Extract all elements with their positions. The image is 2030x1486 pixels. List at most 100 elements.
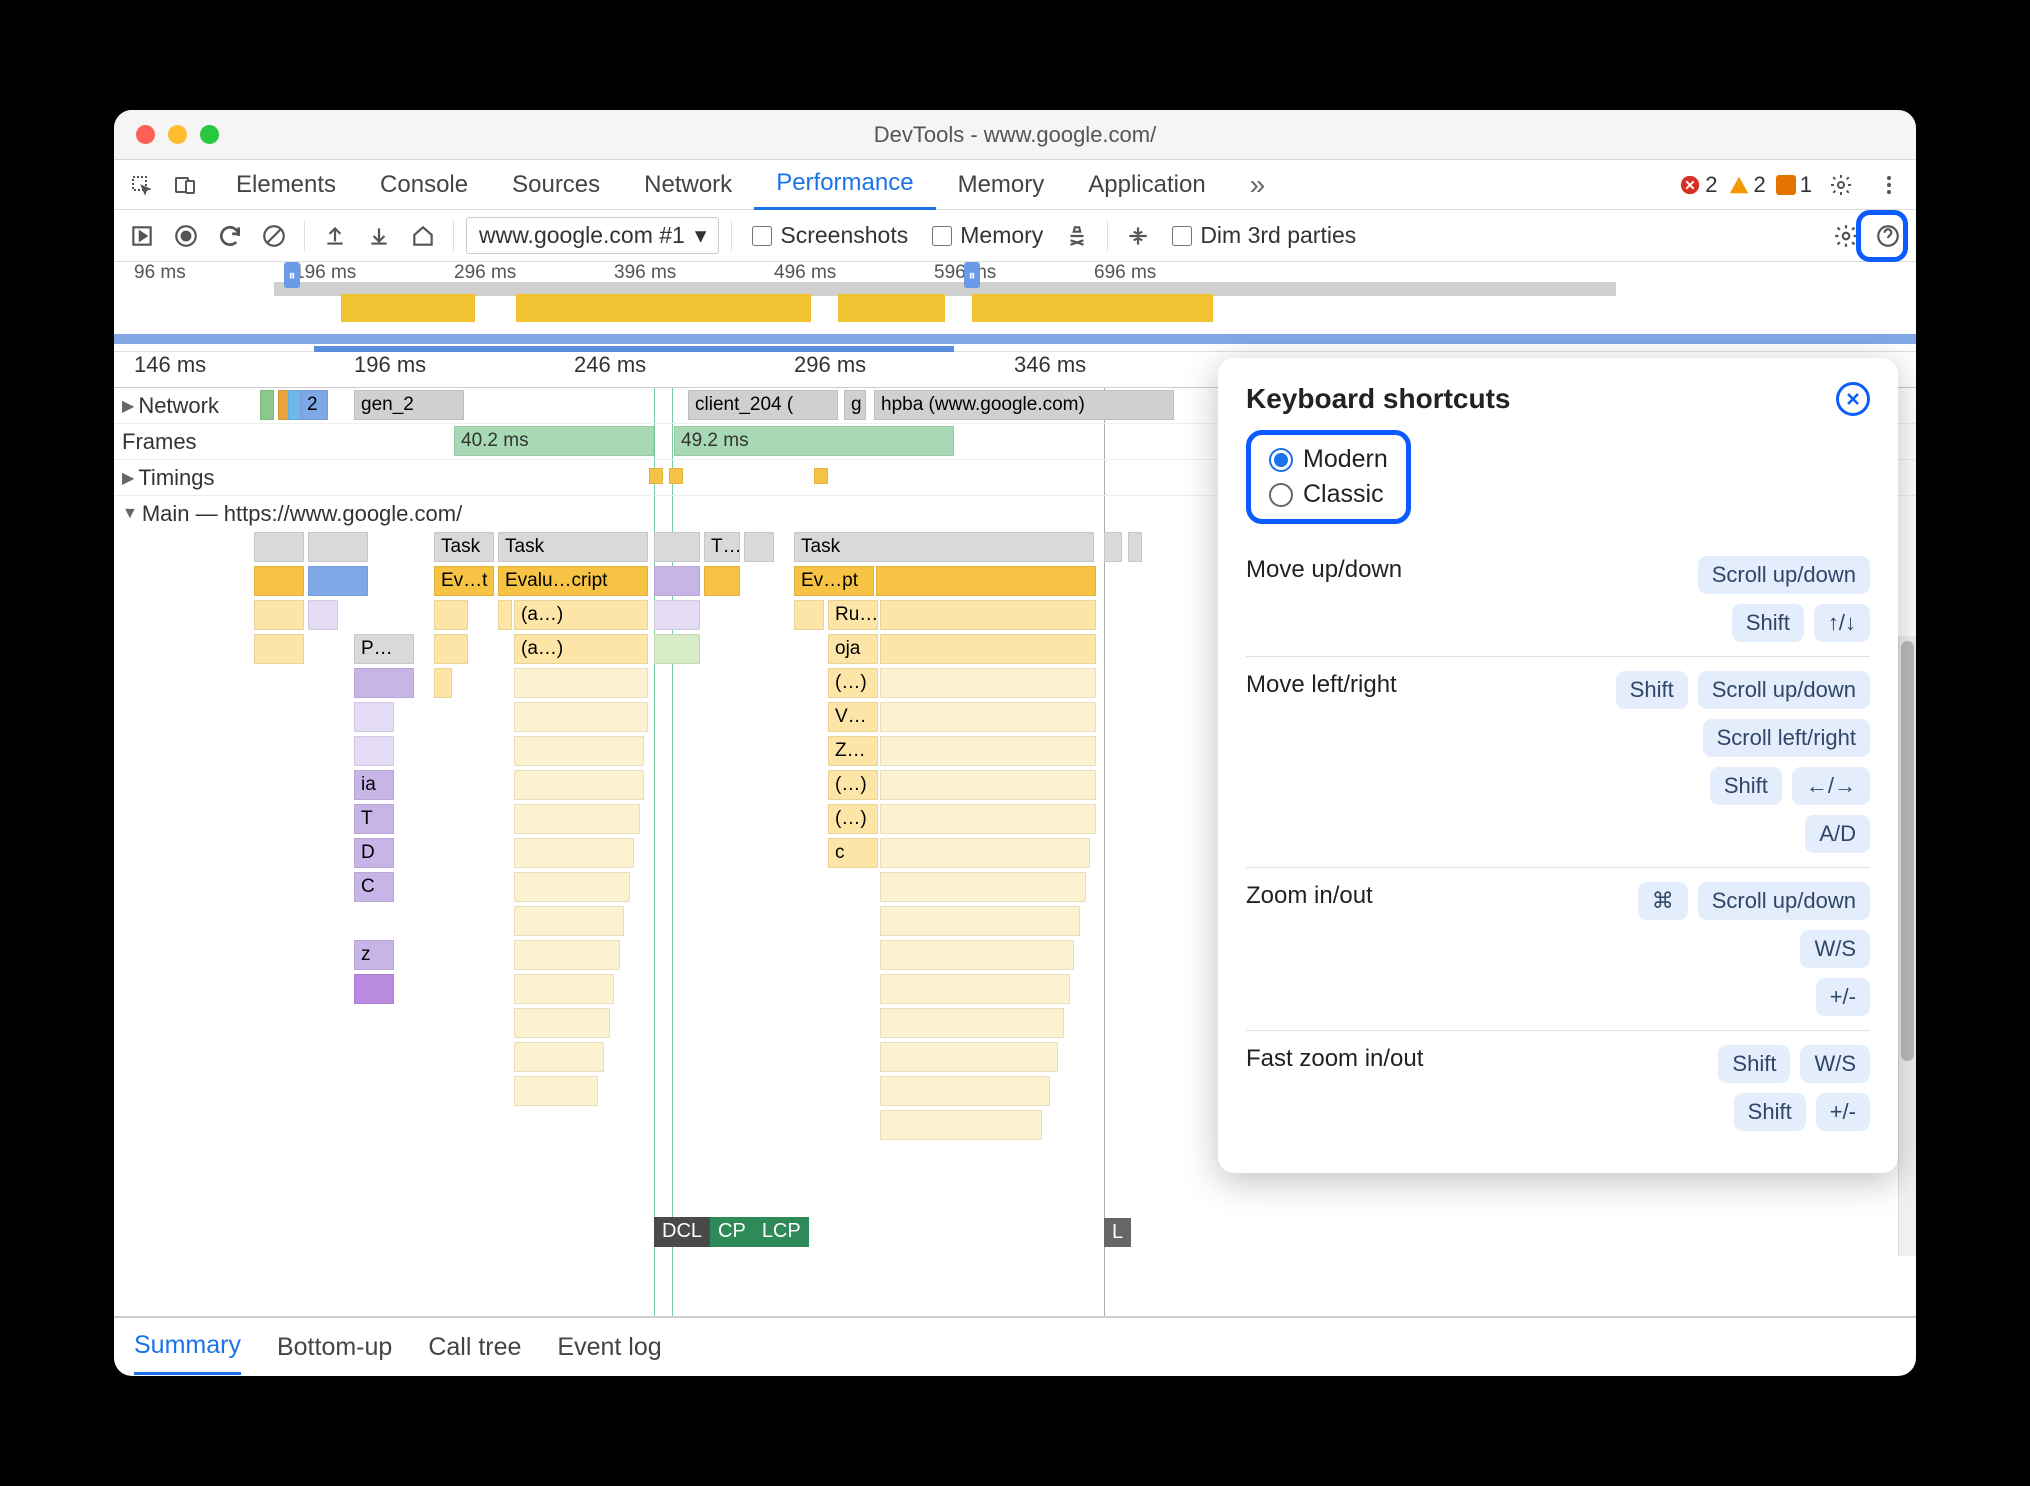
more-icon[interactable] xyxy=(1870,166,1908,204)
memory-checkbox[interactable]: Memory xyxy=(932,222,1043,249)
shortcut-keys: Shift W/S Shift +/- xyxy=(1718,1045,1870,1131)
tab-summary[interactable]: Summary xyxy=(134,1319,241,1375)
tab-console[interactable]: Console xyxy=(358,160,490,210)
tab-call-tree[interactable]: Call tree xyxy=(428,1321,521,1374)
overview-strip[interactable]: 96 ms196 ms296 ms396 ms496 ms596 ms696 m… xyxy=(114,262,1916,352)
collapse-icon[interactable] xyxy=(1120,218,1156,254)
upload-icon[interactable] xyxy=(317,218,353,254)
shortcut-row: Move left/right Shift Scroll up/down Scroll… xyxy=(1246,656,1870,867)
key-badge: Scroll left/right xyxy=(1703,719,1870,757)
scroll-thumb[interactable] xyxy=(1901,641,1914,1061)
inspect-icon[interactable] xyxy=(122,166,160,204)
titlebar: DevTools - www.google.com/ xyxy=(114,110,1916,160)
mode-radio-group: Modern Classic xyxy=(1246,430,1411,524)
key-badge: +/- xyxy=(1816,978,1870,1016)
warn-count: 2 xyxy=(1754,172,1766,198)
key-badge: Shift xyxy=(1710,767,1782,805)
error-count: 2 xyxy=(1705,172,1717,198)
record-icon[interactable] xyxy=(168,218,204,254)
clear-icon[interactable] xyxy=(256,218,292,254)
chevron-down-icon[interactable]: ▼ xyxy=(122,505,138,523)
tab-event-log[interactable]: Event log xyxy=(557,1321,661,1374)
key-badge: ←/→ xyxy=(1792,767,1870,805)
overview-ticks: 96 ms196 ms296 ms396 ms496 ms596 ms696 m… xyxy=(114,262,1916,284)
tab-memory[interactable]: Memory xyxy=(936,160,1067,210)
main-toolbar: Elements Console Sources Network Perform… xyxy=(114,160,1916,210)
shortcut-keys: Shift Scroll up/down Scroll left/right Shif… xyxy=(1616,671,1870,853)
reload-record-icon[interactable] xyxy=(212,218,248,254)
error-badge[interactable]: 2 xyxy=(1679,172,1717,198)
key-badge: W/S xyxy=(1800,930,1870,968)
cpu-wave xyxy=(274,282,1616,328)
cp-marker: CP xyxy=(710,1217,754,1247)
gc-icon[interactable] xyxy=(1059,218,1095,254)
settings-icon[interactable] xyxy=(1822,166,1860,204)
chevron-right-icon[interactable]: ▶ xyxy=(122,468,134,488)
shortcut-keys: Scroll up/down Shift ↑/↓ xyxy=(1698,556,1870,642)
key-badge: A/D xyxy=(1805,815,1870,853)
shortcut-label: Move up/down xyxy=(1246,556,1402,584)
key-badge: W/S xyxy=(1800,1045,1870,1083)
perf-toolbar: www.google.com #1 ▾ Screenshots Memory Di… xyxy=(114,210,1916,262)
devtools-window: DevTools - www.google.com/ Elements Cons… xyxy=(114,110,1916,1376)
shortcut-row: Move up/down Scroll up/down Shift ↑/↓ xyxy=(1246,542,1870,656)
download-icon[interactable] xyxy=(361,218,397,254)
recording-name: www.google.com #1 xyxy=(479,222,685,249)
range-handle-left[interactable]: ⏸ xyxy=(284,262,300,288)
key-badge: ↑/↓ xyxy=(1814,604,1870,642)
bottom-tabs: Summary Bottom-up Call tree Event log xyxy=(114,1316,1916,1376)
dcl-marker: DCL xyxy=(654,1217,710,1247)
window-title: DevTools - www.google.com/ xyxy=(874,122,1156,148)
key-badge: Scroll up/down xyxy=(1698,882,1870,920)
lcp-marker: LCP xyxy=(754,1217,809,1247)
key-badge: ⌘ xyxy=(1638,882,1688,920)
shortcut-row: Fast zoom in/out Shift W/S Shift +/- xyxy=(1246,1030,1870,1145)
range-handle-right[interactable]: ⏸ xyxy=(964,262,980,288)
tab-application[interactable]: Application xyxy=(1066,160,1227,210)
mode-classic[interactable]: Classic xyxy=(1269,480,1388,509)
tab-network[interactable]: Network xyxy=(622,160,754,210)
zoom-window[interactable] xyxy=(200,125,219,144)
key-badge: Shift xyxy=(1734,1093,1806,1131)
shortcut-keys: ⌘ Scroll up/down W/S +/- xyxy=(1638,882,1870,1016)
shortcut-row: Zoom in/out ⌘ Scroll up/down W/S +/- xyxy=(1246,867,1870,1030)
shortcut-label: Zoom in/out xyxy=(1246,882,1373,910)
key-badge: +/- xyxy=(1816,1093,1870,1131)
issue-count: 1 xyxy=(1800,172,1812,198)
tab-sources[interactable]: Sources xyxy=(490,160,622,210)
tab-performance[interactable]: Performance xyxy=(754,160,935,210)
mode-modern[interactable]: Modern xyxy=(1269,445,1388,474)
dim-checkbox[interactable]: Dim 3rd parties xyxy=(1172,222,1356,249)
screenshots-checkbox[interactable]: Screenshots xyxy=(752,222,908,249)
key-badge: Shift xyxy=(1732,604,1804,642)
help-highlight xyxy=(1856,210,1908,262)
panel-tabs: Elements Console Sources Network Perform… xyxy=(214,160,1287,210)
recording-select[interactable]: www.google.com #1 ▾ xyxy=(466,217,719,254)
key-badge: Shift xyxy=(1718,1045,1790,1083)
chevron-right-icon[interactable]: ▶ xyxy=(122,396,134,416)
key-badge: Scroll up/down xyxy=(1698,556,1870,594)
chevron-down-icon: ▾ xyxy=(695,222,707,249)
home-icon[interactable] xyxy=(405,218,441,254)
timing-markers: DCL CP LCP xyxy=(654,1217,809,1247)
close-panel-button[interactable] xyxy=(1836,382,1870,416)
scrollbar[interactable] xyxy=(1898,636,1916,1256)
tabs-overflow-icon[interactable]: » xyxy=(1228,160,1288,210)
tab-elements[interactable]: Elements xyxy=(214,160,358,210)
toggle-dock-icon[interactable] xyxy=(124,218,160,254)
key-badge: Shift xyxy=(1616,671,1688,709)
warn-badge[interactable]: 2 xyxy=(1728,172,1766,198)
l-marker: L xyxy=(1104,1218,1131,1247)
shortcut-label: Fast zoom in/out xyxy=(1246,1045,1423,1073)
minimize-window[interactable] xyxy=(168,125,187,144)
close-window[interactable] xyxy=(136,125,155,144)
key-badge: Scroll up/down xyxy=(1698,671,1870,709)
shortcuts-panel: Keyboard shortcuts Modern Classic Move u… xyxy=(1218,358,1898,1173)
tab-bottom-up[interactable]: Bottom-up xyxy=(277,1321,392,1374)
close-icon xyxy=(1845,391,1861,407)
panel-title: Keyboard shortcuts xyxy=(1246,383,1511,415)
device-icon[interactable] xyxy=(166,166,204,204)
issue-badge[interactable]: 1 xyxy=(1776,172,1812,198)
shortcut-label: Move left/right xyxy=(1246,671,1397,699)
traffic-lights xyxy=(136,125,219,144)
